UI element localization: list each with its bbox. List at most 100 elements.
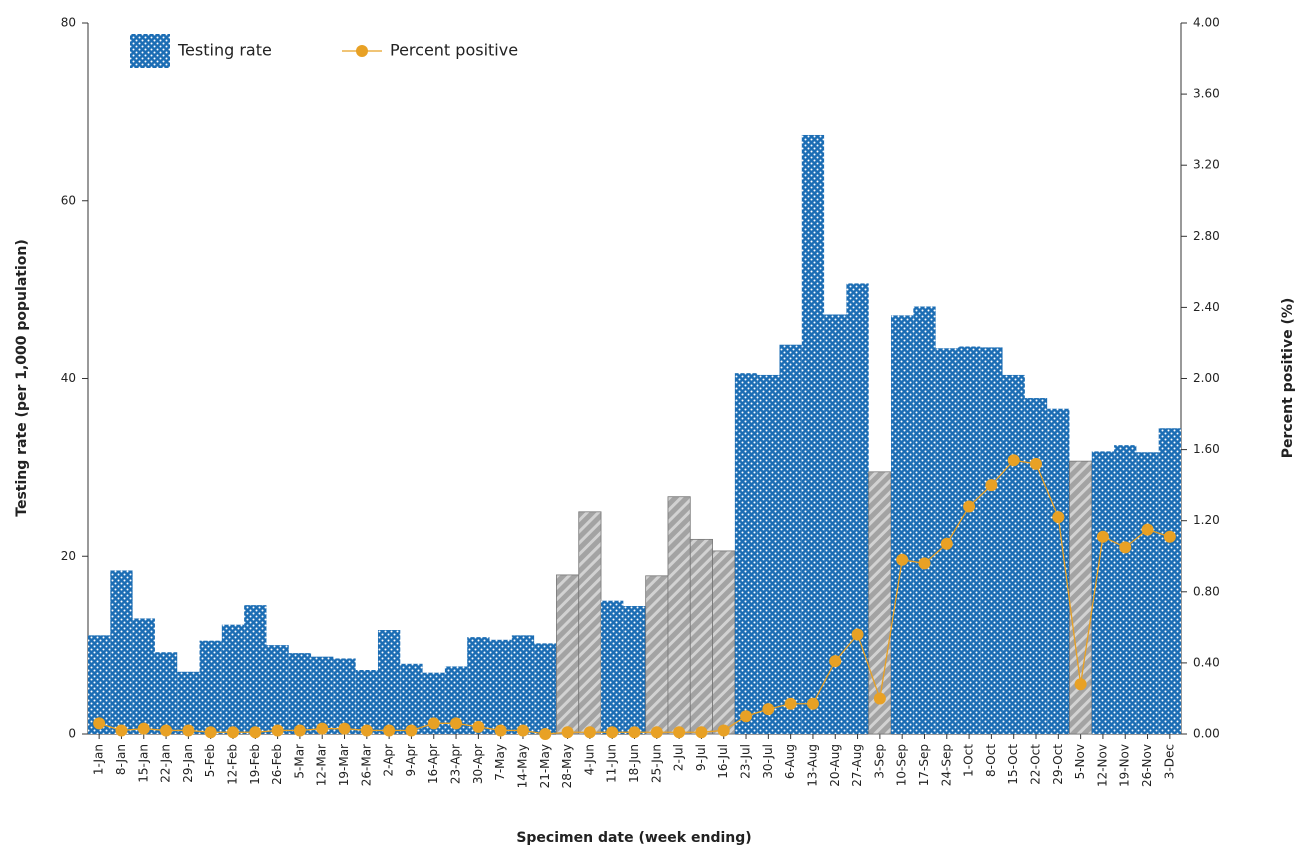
line-marker (115, 724, 128, 737)
x-tick-label: 6-Aug (783, 744, 797, 779)
x-tick-label: 8-Oct (984, 744, 998, 777)
line-marker (93, 717, 106, 730)
y-tick-label: 0 (68, 727, 76, 741)
bar (689, 538, 713, 735)
line-marker (1096, 530, 1109, 543)
bar (311, 656, 334, 734)
bar (1069, 460, 1093, 735)
bar (891, 315, 914, 734)
line-marker (896, 553, 909, 566)
bar (824, 314, 847, 734)
line-marker (829, 655, 842, 668)
x-tick-label: 26-Nov (1140, 744, 1154, 787)
line-marker (516, 724, 529, 737)
x-tick-label: 19-Feb (248, 744, 262, 785)
y2-tick-label: 2.80 (1193, 229, 1220, 243)
line-marker (985, 479, 998, 492)
line-marker (583, 726, 596, 739)
line-marker (1163, 530, 1176, 543)
x-tick-label: 24-Sep (939, 744, 953, 786)
y2-axis-title: Percent positive (%) (1280, 298, 1296, 459)
bar (645, 575, 669, 735)
bar (757, 374, 780, 734)
bar (779, 344, 802, 734)
x-tick-label: 1-Jan (92, 744, 106, 775)
x-tick-label: 20-Aug (828, 744, 842, 787)
bar (511, 635, 535, 734)
bar (288, 653, 312, 734)
x-tick-label: 12-Feb (225, 744, 239, 785)
line-marker (204, 726, 217, 739)
line-marker (160, 724, 173, 737)
bar (467, 637, 490, 734)
bar (578, 511, 602, 735)
x-tick-label: 3-Dec (1162, 744, 1176, 779)
bar (244, 605, 267, 734)
y-tick-label: 80 (61, 16, 76, 30)
x-tick-label: 12-Nov (1095, 744, 1109, 787)
line-marker (695, 726, 708, 739)
x-tick-label: 2-Apr (382, 744, 396, 777)
x-tick-label: 3-Sep (872, 744, 886, 779)
bar (913, 306, 936, 734)
line-marker (806, 697, 819, 710)
legend-marker (356, 45, 368, 57)
x-tick-label: 23-Apr (449, 744, 463, 784)
legend-swatch (130, 34, 170, 68)
bar (667, 496, 691, 735)
x-tick-label: 2-Jul (672, 744, 686, 771)
x-tick-label: 10-Sep (895, 744, 909, 786)
x-tick-label: 5-Feb (203, 744, 217, 777)
y2-tick-label: 0.40 (1193, 655, 1220, 669)
line-marker (182, 724, 195, 737)
line-marker (1074, 678, 1087, 691)
line-marker (472, 720, 485, 733)
x-tick-label: 11-Jun (605, 744, 619, 783)
x-tick-label: 13-Aug (805, 744, 819, 787)
x-tick-label: 14-May (515, 744, 529, 788)
bar (601, 600, 624, 734)
x-tick-label: 26-Mar (359, 744, 373, 786)
bar (1002, 374, 1025, 734)
x-tick-label: 7-May (493, 744, 507, 781)
line-marker (1030, 457, 1043, 470)
line-marker (383, 724, 396, 737)
x-tick-label: 16-Jul (716, 744, 730, 779)
x-tick-label: 9-Jul (694, 744, 708, 771)
y2-tick-label: 3.60 (1193, 87, 1220, 101)
y2-tick-label: 2.40 (1193, 300, 1220, 314)
legend-label: Percent positive (390, 41, 518, 60)
x-tick-label: 16-Apr (426, 744, 440, 784)
x-tick-label: 30-Apr (471, 744, 485, 784)
line-marker (717, 724, 730, 737)
bar (980, 347, 1003, 734)
x-tick-label: 4-Jun (582, 744, 596, 775)
x-tick-label: 23-Jul (739, 744, 753, 779)
bar (266, 645, 289, 734)
line-marker (1052, 511, 1065, 524)
line-marker (360, 724, 373, 737)
line-marker (851, 628, 864, 641)
bar (422, 672, 445, 734)
line-marker (650, 726, 663, 739)
y-axis-title: Testing rate (per 1,000 population) (14, 239, 30, 516)
line-marker (940, 537, 953, 550)
x-tick-label: 27-Aug (850, 744, 864, 787)
bar (846, 283, 869, 734)
x-tick-label: 22-Jan (159, 744, 173, 783)
bar (110, 570, 133, 734)
line-marker (1119, 541, 1132, 554)
bar (333, 658, 356, 734)
bar (534, 643, 557, 734)
x-tick-label: 9-Apr (404, 744, 418, 777)
line-marker (873, 692, 886, 705)
x-tick-label: 18-Jun (627, 744, 641, 783)
x-tick-label: 15-Oct (1006, 744, 1020, 785)
bar (1158, 428, 1181, 734)
y-tick-label: 40 (61, 371, 76, 385)
x-tick-label: 5-Mar (292, 744, 306, 779)
line-marker (450, 717, 463, 730)
bar (556, 574, 580, 735)
x-tick-label: 8-Jan (114, 744, 128, 775)
